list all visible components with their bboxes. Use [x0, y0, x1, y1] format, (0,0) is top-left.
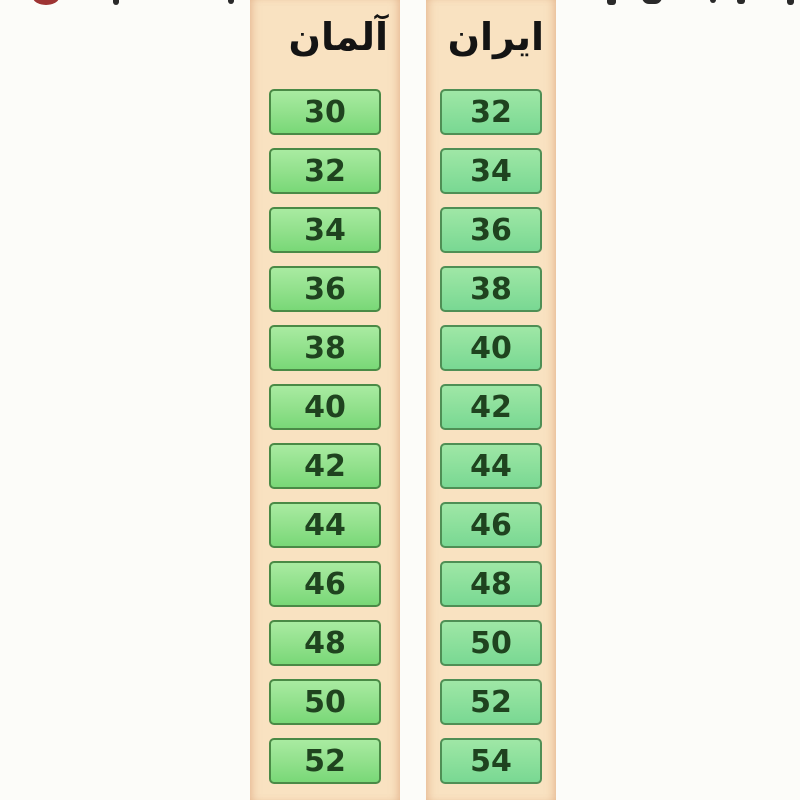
- column-iran: ايران 32 34 36 38 40 42 44 46 48 50 52 54: [426, 0, 556, 800]
- size-cell[interactable]: 42: [440, 384, 542, 430]
- size-cell[interactable]: 44: [269, 502, 381, 548]
- size-cell[interactable]: 50: [269, 679, 381, 725]
- size-cell[interactable]: 48: [440, 561, 542, 607]
- size-cell[interactable]: 52: [440, 679, 542, 725]
- size-cell[interactable]: 44: [440, 443, 542, 489]
- size-cell[interactable]: 36: [440, 207, 542, 253]
- cell-list-germany: 30 32 34 36 38 40 42 44 46 48 50 52: [250, 89, 400, 784]
- size-cell[interactable]: 36: [269, 266, 381, 312]
- size-cell[interactable]: 30: [269, 89, 381, 135]
- size-cell[interactable]: 42: [269, 443, 381, 489]
- size-cell[interactable]: 38: [269, 325, 381, 371]
- red-bullet-icon: [33, 0, 59, 5]
- size-cell[interactable]: 52: [269, 738, 381, 784]
- size-cell[interactable]: 54: [440, 738, 542, 784]
- cell-list-iran: 32 34 36 38 40 42 44 46 48 50 52 54: [426, 89, 556, 784]
- size-cell[interactable]: 40: [269, 384, 381, 430]
- column-header-germany: آلمان: [288, 15, 388, 59]
- size-cell[interactable]: 38: [440, 266, 542, 312]
- size-cell[interactable]: 34: [269, 207, 381, 253]
- size-cell[interactable]: 46: [269, 561, 381, 607]
- size-cell[interactable]: 40: [440, 325, 542, 371]
- size-cell[interactable]: 46: [440, 502, 542, 548]
- size-cell[interactable]: 48: [269, 620, 381, 666]
- column-header-iran: ايران: [447, 15, 544, 59]
- size-cell[interactable]: 32: [269, 148, 381, 194]
- cutoff-title-fragment: [0, 0, 800, 12]
- size-cell[interactable]: 50: [440, 620, 542, 666]
- column-germany: آلمان 30 32 34 36 38 40 42 44 46 48 50 52: [250, 0, 400, 800]
- size-cell[interactable]: 32: [440, 89, 542, 135]
- size-cell[interactable]: 34: [440, 148, 542, 194]
